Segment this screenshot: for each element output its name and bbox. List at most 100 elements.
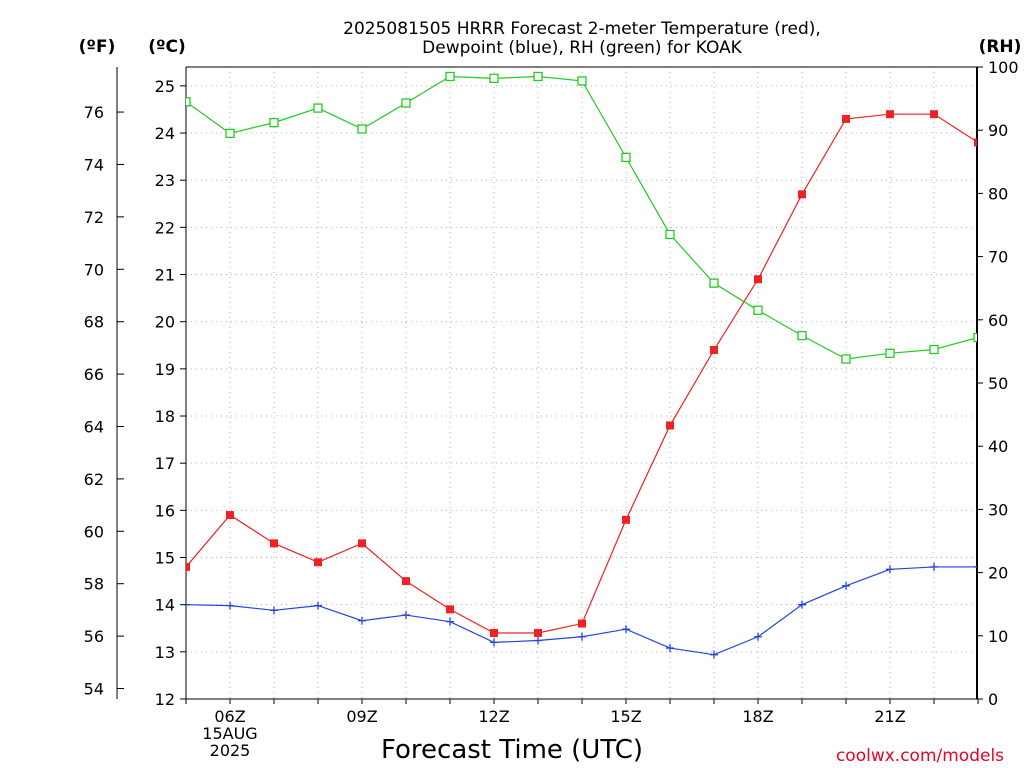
dewpoint-point	[798, 600, 806, 609]
time-tick-label: 09Z	[346, 707, 377, 726]
celsius-tick-label: 18	[155, 407, 175, 426]
rh-point	[533, 71, 543, 82]
rh-tick-label: 20	[988, 564, 1008, 583]
fahrenheit-tick-label: 64	[84, 417, 104, 436]
temperature-point	[446, 605, 454, 614]
rh-tick-label: 0	[988, 690, 998, 709]
rh-tick-label: 100	[988, 58, 1019, 77]
grid-lines	[186, 67, 977, 699]
rh-tick-label: 10	[988, 627, 1008, 646]
rh-point	[841, 354, 851, 364]
dewpoint-point	[186, 600, 190, 609]
dewpoint-point	[446, 617, 454, 626]
dewpoint-point	[358, 616, 366, 625]
celsius-tick-label: 21	[155, 266, 175, 285]
dewpoint-point	[930, 562, 938, 571]
temperature-point	[666, 421, 674, 430]
rh-point	[753, 305, 763, 315]
rh-tick-label: 60	[988, 311, 1008, 330]
rh-tick-label: 50	[988, 374, 1008, 393]
dewpoint-point	[666, 644, 674, 653]
temperature-point	[534, 628, 542, 637]
dewpoint-point	[578, 632, 586, 641]
temperature-point	[622, 515, 630, 524]
temperature-point	[930, 110, 938, 119]
fahrenheit-tick-label: 68	[84, 313, 104, 332]
time-tick-label: 15Z	[610, 707, 641, 726]
celsius-tick-label: 20	[155, 313, 175, 332]
rh-tick-label: 80	[988, 184, 1008, 203]
dewpoint-point	[974, 566, 977, 568]
celsius-tick-label: 22	[155, 218, 175, 237]
rh-point	[445, 71, 455, 82]
dewpoint-point	[490, 638, 498, 647]
fahrenheit-tick-label: 62	[84, 470, 104, 489]
dewpoint-point	[886, 565, 894, 574]
dewpoint-point	[226, 601, 234, 610]
dewpoint-point	[402, 611, 410, 620]
fahrenheit-tick-label: 74	[84, 155, 104, 174]
dewpoint-line	[186, 566, 977, 656]
series-group	[186, 71, 977, 659]
time-tick-label: 06Z	[214, 707, 245, 726]
dewpoint-point	[710, 650, 718, 659]
rh-point	[269, 117, 279, 128]
time-tick-label: 15AUG	[202, 724, 257, 743]
celsius-axis: 12 13 14 15 16 17 18 19 20 21 22 23 24 25	[155, 77, 186, 709]
dewpoint-point	[314, 601, 322, 610]
rh-point	[186, 97, 191, 107]
rh-point	[709, 278, 719, 288]
celsius-tick-label: 16	[155, 501, 175, 520]
rh-point	[797, 330, 807, 341]
celsius-tick-label: 14	[155, 596, 175, 615]
time-tick-label: 2025	[210, 741, 251, 760]
rh-unit-label: (RH)	[979, 37, 1022, 57]
fahrenheit-tick-label: 58	[84, 575, 104, 594]
celsius-tick-label: 13	[155, 643, 175, 662]
time-tick-label: 12Z	[478, 707, 509, 726]
fahrenheit-tick-label: 70	[84, 260, 104, 279]
temperature-point	[226, 511, 234, 520]
chart-title-line-2: Dewpoint (blue), RH (green) for KOAK	[422, 38, 743, 58]
time-tick-label: 18Z	[742, 707, 773, 726]
celsius-unit-label: (ºC)	[148, 37, 186, 57]
temperature-point	[578, 619, 586, 628]
fahrenheit-tick-label: 60	[84, 522, 104, 541]
rh-point	[885, 348, 895, 358]
celsius-tick-label: 23	[155, 171, 175, 190]
rh-axis: 0 10 20 30 40 50 60 70 80 90 100	[977, 58, 1019, 709]
rh-point	[225, 128, 235, 139]
temperature-point	[710, 345, 718, 354]
fahrenheit-unit-label: (ºF)	[79, 37, 116, 57]
dewpoint-point	[270, 606, 278, 615]
temperature-point	[490, 628, 498, 637]
temperature-line	[186, 113, 977, 634]
rh-point	[313, 103, 323, 113]
celsius-tick-label: 12	[155, 690, 175, 709]
temperature-point	[974, 138, 977, 147]
dewpoint-point	[622, 625, 630, 634]
time-tick-label: 21Z	[874, 707, 905, 726]
rh-point	[973, 332, 977, 343]
fahrenheit-axis: 54 56 58 60 62 64 66 68 70 72 74 76	[84, 67, 124, 699]
rh-point	[621, 152, 631, 163]
temperature-point	[186, 562, 190, 571]
fahrenheit-tick-label: 56	[84, 627, 104, 646]
credit-text[interactable]: coolwx.com/models	[836, 746, 1004, 766]
x-axis-label: Forecast Time (UTC)	[381, 735, 643, 765]
rh-tick-label: 70	[988, 248, 1008, 267]
rh-tick-label: 90	[988, 121, 1008, 140]
rh-tick-label: 30	[988, 500, 1008, 519]
fahrenheit-tick-label: 54	[84, 680, 104, 699]
celsius-tick-label: 24	[155, 124, 175, 143]
temperature-point	[402, 577, 410, 586]
rh-point	[929, 344, 939, 355]
temperature-point	[842, 114, 850, 123]
series-clip	[186, 71, 977, 659]
chart-title-line-1: 2025081505 HRRR Forecast 2-meter Tempera…	[343, 19, 821, 39]
dewpoint-point	[534, 636, 542, 645]
temperature-point	[270, 539, 278, 548]
rh-point	[489, 73, 499, 84]
temperature-point	[886, 110, 894, 119]
